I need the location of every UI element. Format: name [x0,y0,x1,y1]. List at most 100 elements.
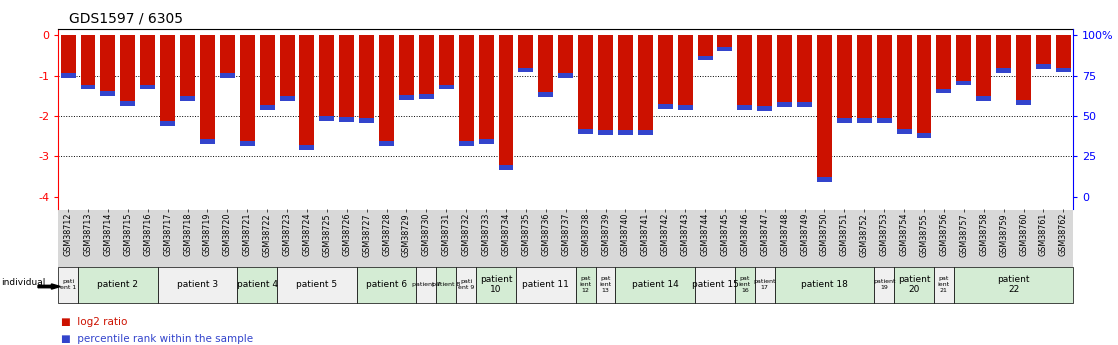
Bar [956,80,972,85]
Text: patient 8: patient 8 [432,282,461,287]
Text: pat
ient
16: pat ient 16 [739,276,751,293]
Bar [300,36,314,145]
Bar [539,36,553,92]
Bar [419,36,434,94]
Bar [1055,68,1071,72]
Text: patient 18: patient 18 [800,280,847,289]
Bar [558,73,574,78]
Bar [757,106,773,111]
Text: pat
ient
12: pat ient 12 [579,276,591,293]
Bar [519,68,533,72]
Bar [359,118,375,123]
Bar [777,102,793,107]
Bar [638,130,653,135]
Bar [80,36,95,85]
Bar [837,118,852,123]
Bar [519,36,533,68]
Bar [539,92,553,97]
Bar [618,130,633,135]
Bar [399,95,414,100]
Bar [140,85,155,89]
Text: GDS1597 / 6305: GDS1597 / 6305 [69,12,183,26]
Bar [220,73,235,78]
Text: patient 4: patient 4 [237,280,277,289]
Bar [200,36,215,139]
Bar [718,36,732,47]
Bar [917,36,931,133]
Bar [60,73,76,78]
Bar [180,36,195,96]
Bar [280,96,294,101]
Text: patient
19: patient 19 [873,279,896,290]
Bar [101,36,115,91]
Bar [1016,100,1031,105]
Bar [379,141,394,146]
Text: pat
ient
13: pat ient 13 [599,276,612,293]
Bar [499,36,513,165]
Bar [1036,36,1051,65]
Text: patient 5: patient 5 [296,280,338,289]
Text: patient 14: patient 14 [632,280,679,289]
Bar [160,121,176,126]
Bar [499,165,513,170]
Bar [339,117,354,122]
Bar [220,36,235,73]
Bar [239,36,255,141]
Text: patient 6: patient 6 [366,280,407,289]
Bar [1016,36,1031,100]
Bar [438,36,454,85]
Bar [837,36,852,118]
Bar [80,85,95,89]
Bar [379,36,394,141]
Bar [678,105,692,110]
Bar [698,36,712,56]
Bar [618,36,633,130]
Bar [200,139,215,144]
Bar [458,141,474,146]
Bar [598,36,613,130]
Bar [937,36,951,89]
Bar [180,96,195,101]
Text: patient
17: patient 17 [754,279,776,290]
Bar [817,177,832,182]
Text: ■  log2 ratio: ■ log2 ratio [61,317,127,327]
Text: ■  percentile rank within the sample: ■ percentile rank within the sample [61,334,254,344]
Bar [638,36,653,130]
Bar [797,102,812,107]
Bar [121,101,135,106]
Bar [657,104,673,109]
Text: patient
20: patient 20 [898,275,930,295]
Bar [359,36,375,118]
Bar [937,89,951,93]
Bar [101,91,115,96]
Text: patient 2: patient 2 [97,280,139,289]
Bar [578,129,593,134]
Bar [817,36,832,177]
Bar [259,36,275,105]
Bar [678,36,692,105]
Bar [777,36,793,102]
Bar [738,36,752,105]
Bar [1055,36,1071,68]
Text: pati
ent 1: pati ent 1 [60,279,76,290]
Bar [339,36,354,117]
Bar [657,36,673,104]
Bar [976,96,992,101]
Bar [877,36,892,118]
Bar [877,118,892,123]
Bar [996,36,1011,68]
Bar [917,133,931,138]
Bar [797,36,812,102]
Text: patient 15: patient 15 [692,280,738,289]
Bar [976,36,992,96]
Bar [259,105,275,110]
Bar [438,85,454,89]
Bar [140,36,155,85]
Bar [856,36,872,118]
Bar [320,36,334,116]
Bar [479,139,493,144]
Bar [160,36,176,121]
Bar [399,36,414,95]
Bar [458,36,474,141]
Bar [121,36,135,101]
